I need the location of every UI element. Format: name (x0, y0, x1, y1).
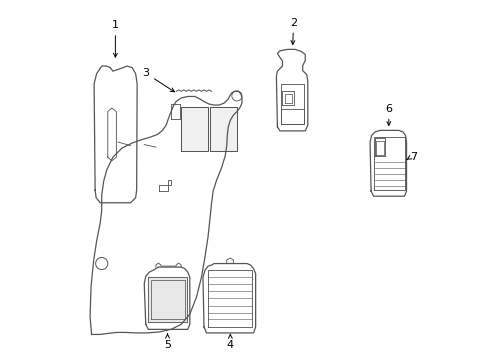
Polygon shape (94, 66, 137, 203)
Text: 5: 5 (163, 334, 171, 350)
Text: 2: 2 (289, 18, 297, 45)
Polygon shape (276, 49, 307, 131)
Polygon shape (210, 107, 236, 150)
Polygon shape (181, 107, 207, 150)
Text: 4: 4 (226, 334, 233, 350)
Polygon shape (203, 264, 255, 333)
Text: 3: 3 (142, 68, 174, 92)
Polygon shape (148, 277, 187, 322)
Polygon shape (90, 91, 242, 334)
Polygon shape (369, 130, 406, 196)
Text: 6: 6 (385, 104, 391, 126)
Polygon shape (144, 267, 189, 329)
Text: 7: 7 (410, 152, 417, 162)
Text: 1: 1 (112, 20, 119, 57)
